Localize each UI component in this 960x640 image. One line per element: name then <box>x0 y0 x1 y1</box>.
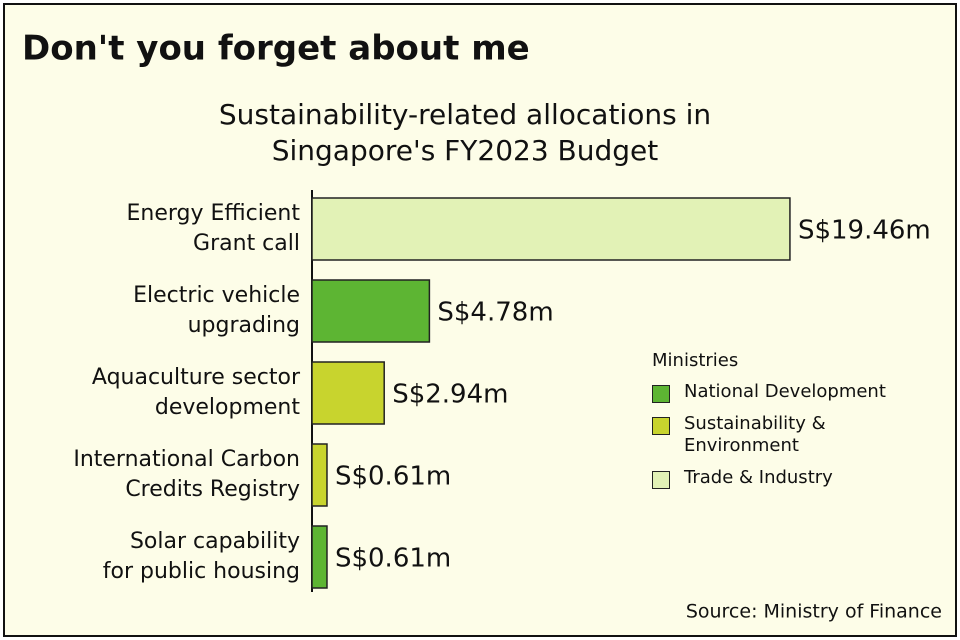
y-tick-label: upgrading <box>188 313 300 338</box>
legend: Ministries National Development Sustainab… <box>652 350 952 489</box>
y-tick-label: for public housing <box>103 559 300 584</box>
bar <box>311 361 385 425</box>
value-label: S$19.46m <box>798 216 931 246</box>
legend-item: Trade & Industry <box>652 467 952 489</box>
value-label: S$4.78m <box>437 298 553 328</box>
bar <box>311 197 791 261</box>
chart-title: Don't you forget about me <box>22 29 530 69</box>
y-tick-label: Grant call <box>193 231 300 256</box>
legend-item: Sustainability & Environment <box>652 413 952 457</box>
legend-label: Sustainability & Environment <box>684 413 826 456</box>
legend-swatch <box>652 385 670 403</box>
legend-label: Trade & Industry <box>684 467 833 488</box>
bar <box>311 443 328 507</box>
frame <box>3 3 957 637</box>
chart-subtitle: Sustainability-related allocations in <box>219 98 711 131</box>
bar <box>311 279 431 343</box>
y-tick-label: Solar capability <box>130 529 300 554</box>
value-label: S$2.94m <box>392 380 508 410</box>
legend-item: National Development <box>652 381 952 403</box>
y-tick-label: development <box>155 395 301 420</box>
legend-title: Ministries <box>652 350 739 371</box>
legend-swatch <box>652 417 670 435</box>
legend-swatch <box>652 471 670 489</box>
y-tick-label: International Carbon <box>73 447 300 472</box>
bar <box>311 525 328 589</box>
value-label: S$0.61m <box>335 462 451 492</box>
value-label: S$0.61m <box>335 544 451 574</box>
legend-label: National Development <box>684 381 886 402</box>
y-tick-label: Energy Efficient <box>127 201 301 226</box>
y-tick-label: Credits Registry <box>125 477 300 502</box>
chart-subtitle: Singapore's FY2023 Budget <box>272 134 659 167</box>
y-tick-label: Aquaculture sector <box>92 365 301 390</box>
source: Source: Ministry of Finance <box>686 601 942 623</box>
y-tick-label: Electric vehicle <box>133 283 300 308</box>
